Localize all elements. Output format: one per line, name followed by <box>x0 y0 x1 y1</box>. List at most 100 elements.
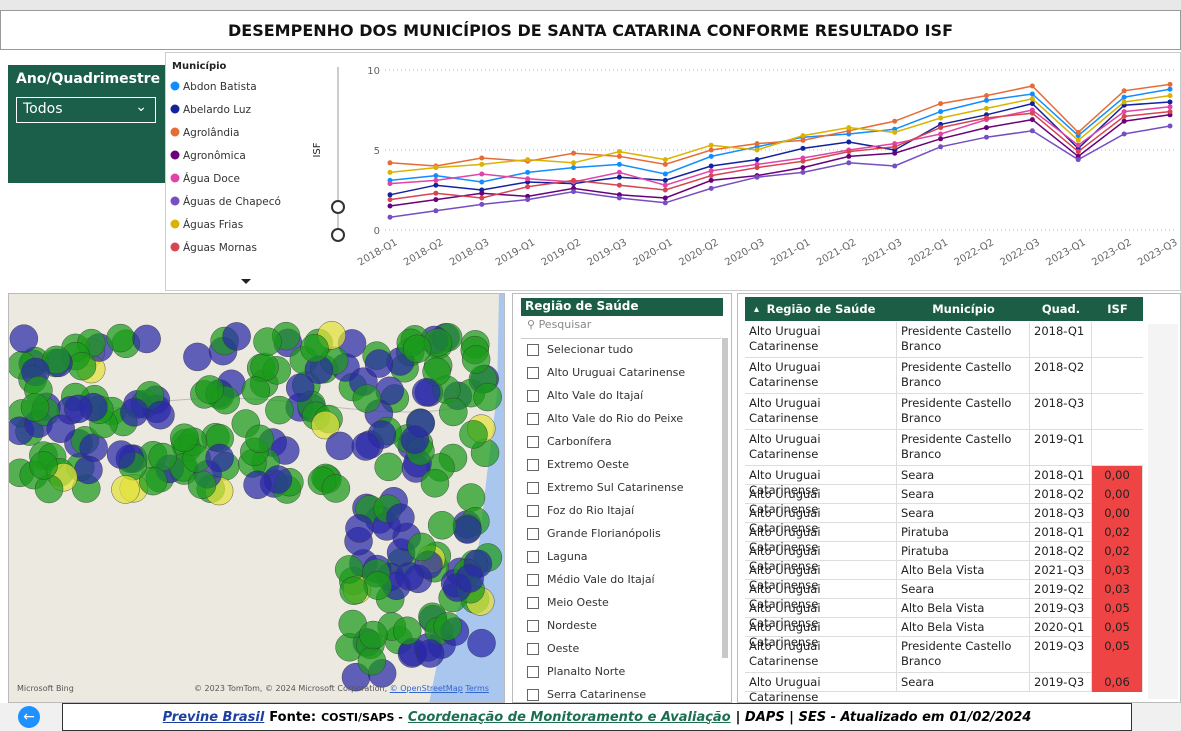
municipality-bubble[interactable] <box>374 452 403 482</box>
municipality-bubble[interactable] <box>345 514 374 543</box>
municipality-bubble[interactable] <box>241 376 271 405</box>
municipality-bubble[interactable] <box>402 334 432 364</box>
municipality-bubble[interactable] <box>146 400 175 430</box>
municipality-bubble[interactable] <box>400 425 430 454</box>
osm-link[interactable]: © OpenStreetMap <box>389 684 463 693</box>
previne-link[interactable]: Previne Brasil <box>162 709 265 725</box>
legend-label[interactable]: Abelardo Luz <box>183 104 252 116</box>
municipality-bubble[interactable] <box>34 474 64 504</box>
municipality-bubble[interactable] <box>459 420 488 449</box>
slider-handle[interactable] <box>331 228 345 242</box>
coord-link[interactable]: Coordenação de Monitoramento e Avaliação <box>407 709 731 725</box>
legend-label[interactable]: Abdon Batista <box>183 81 257 93</box>
municipality-bubble[interactable] <box>467 628 496 658</box>
header-cell[interactable]: Município <box>932 302 995 316</box>
slicer-item[interactable]: Carbonífera <box>527 430 717 453</box>
municipality-bubble[interactable] <box>183 342 212 372</box>
slicer-item[interactable]: Alto Vale do Itajaí <box>527 384 717 407</box>
municipality-bubble[interactable] <box>439 397 468 427</box>
municipality-bubble[interactable] <box>453 515 482 544</box>
municipality-bubble[interactable] <box>395 562 424 591</box>
back-button[interactable]: ← <box>18 706 40 728</box>
municipality-bubble[interactable] <box>132 324 161 354</box>
municipality-bubble[interactable] <box>461 345 491 374</box>
municipality-bubble[interactable] <box>321 474 351 503</box>
municipality-bubble[interactable] <box>187 470 217 499</box>
municipality-bubble[interactable] <box>300 334 329 363</box>
slicer-item[interactable]: Foz do Rio Itajaí <box>527 499 717 522</box>
municipality-bubble[interactable] <box>364 349 394 378</box>
municipality-bubble[interactable] <box>407 532 436 562</box>
municipality-bubble[interactable] <box>195 375 224 404</box>
municipality-bubble[interactable] <box>64 394 93 424</box>
municipality-bubble[interactable] <box>243 470 272 500</box>
table-scroll[interactable] <box>1148 324 1178 699</box>
header-cell[interactable]: Região de Saúde <box>766 302 876 316</box>
municipality-bubble[interactable] <box>363 571 393 600</box>
municipality-bubble[interactable] <box>393 616 422 645</box>
slicer-item[interactable]: Meio Oeste <box>527 591 717 614</box>
municipality-bubble[interactable] <box>46 414 75 443</box>
municipality-bubble[interactable] <box>265 395 294 425</box>
slicer-item[interactable]: Oeste <box>527 637 717 660</box>
municipality-bubble[interactable] <box>148 442 177 472</box>
slicer-search[interactable]: ⚲ Pesquisar <box>527 318 591 331</box>
legend-label[interactable]: Águas de Chapecó <box>183 195 281 208</box>
municipality-bubble[interactable] <box>286 373 315 402</box>
legend-label[interactable]: Agrolândia <box>183 127 239 139</box>
municipality-bubble[interactable] <box>352 384 382 413</box>
municipality-bubble[interactable] <box>456 483 486 512</box>
municipality-bubble[interactable] <box>253 327 282 356</box>
filter-dropdown[interactable]: Todos ⌄ <box>16 97 156 123</box>
legend-label[interactable]: Águas Mornas <box>183 241 257 254</box>
municipality-bubble[interactable] <box>386 503 415 532</box>
municipality-bubble[interactable] <box>351 432 380 461</box>
municipality-bubble[interactable] <box>325 431 355 461</box>
header-cell[interactable]: Quad. <box>1041 302 1081 316</box>
municipality-bubble[interactable] <box>120 398 149 427</box>
municipality-bubble[interactable] <box>415 639 445 668</box>
legend-label[interactable]: Agronômica <box>183 150 246 162</box>
municipality-bubble[interactable] <box>339 576 368 605</box>
municipality-bubble[interactable] <box>427 511 457 540</box>
municipality-bubble[interactable] <box>20 393 50 422</box>
municipality-bubble[interactable] <box>433 612 462 641</box>
terms-link[interactable]: Terms <box>465 684 489 693</box>
municipality-bubble[interactable] <box>29 451 58 480</box>
legend-label[interactable]: Água Doce <box>183 172 240 185</box>
slider-handle[interactable] <box>331 200 345 214</box>
slicer-item[interactable]: Planalto Norte <box>527 660 717 683</box>
scrollbar[interactable] <box>722 338 728 658</box>
municipality-bubble[interactable] <box>359 620 388 650</box>
municipality-bubble[interactable] <box>222 322 251 351</box>
municipality-bubble[interactable] <box>473 382 502 412</box>
slicer-item[interactable]: Alto Vale do Rio do Peixe <box>527 407 717 430</box>
slicer-item[interactable]: Alto Uruguai Catarinense <box>527 361 717 384</box>
slicer-item[interactable]: Nordeste <box>527 614 717 637</box>
municipality-bubble[interactable] <box>9 324 39 353</box>
municipality-bubble[interactable] <box>106 323 135 353</box>
slicer-item[interactable]: Serra Catarinense <box>527 683 717 702</box>
legend-label[interactable]: Águas Frias <box>183 218 243 231</box>
municipality-bubble[interactable] <box>311 410 340 440</box>
header-cell[interactable]: ISF <box>1107 302 1128 316</box>
municipality-bubble[interactable] <box>412 378 441 407</box>
municipality-bubble[interactable] <box>205 443 234 473</box>
slicer-item[interactable]: Laguna <box>527 545 717 568</box>
municipality-bubble[interactable] <box>74 455 103 485</box>
municipality-bubble[interactable] <box>170 423 199 452</box>
municipality-bubble[interactable] <box>455 564 484 593</box>
municipality-bubble[interactable] <box>420 469 450 498</box>
municipality-bubble[interactable] <box>138 466 168 496</box>
municipality-bubble[interactable] <box>357 646 387 676</box>
slicer-item[interactable]: Extremo Oeste <box>527 453 717 476</box>
slicer-item[interactable]: Grande Florianópolis <box>527 522 717 545</box>
municipality-bubble[interactable] <box>106 440 136 469</box>
municipality-bubble[interactable] <box>245 424 274 454</box>
slicer-item[interactable]: Extremo Sul Catarinense <box>527 476 717 499</box>
municipality-bubble[interactable] <box>111 475 140 504</box>
legend-scroll[interactable] <box>241 279 251 284</box>
slicer-item[interactable]: Médio Vale do Itajaí <box>527 568 717 591</box>
slicer-item[interactable]: Selecionar tudo <box>527 338 717 361</box>
